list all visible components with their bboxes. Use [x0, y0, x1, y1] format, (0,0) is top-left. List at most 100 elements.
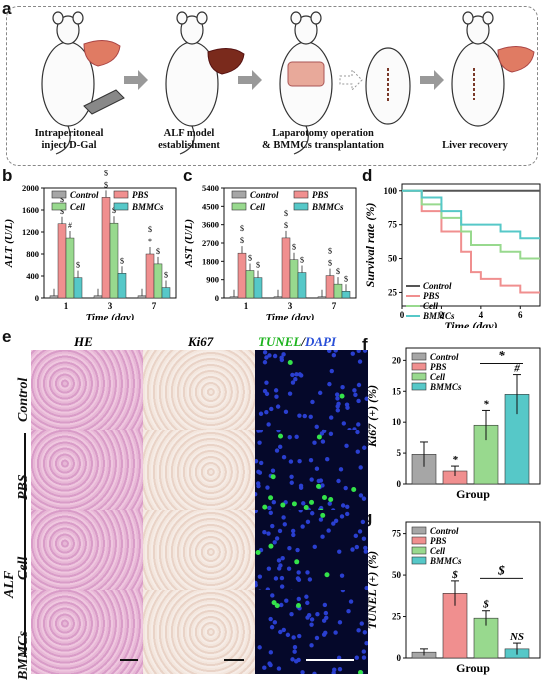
nucleus-dot [282, 522, 287, 527]
nucleus-dot [307, 577, 313, 582]
nucleus-dot [291, 532, 296, 538]
nucleus-dot [320, 534, 325, 539]
nucleus-dot [333, 350, 338, 353]
nucleus-dot [344, 443, 349, 449]
nucleus-dot [339, 514, 345, 519]
nucleus-dot [274, 448, 280, 453]
y-axis-label: Ki67 (+) (%) [365, 385, 379, 448]
x-tick-label: 7 [332, 301, 337, 311]
bar [297, 272, 307, 299]
legend-label: PBS [132, 190, 149, 200]
nucleus-dot [262, 665, 267, 670]
legend-swatch [411, 526, 427, 535]
nucleus-dot [340, 385, 345, 390]
tunel-dot [268, 543, 274, 549]
nucleus-dot [321, 632, 327, 637]
nucleus-dot [291, 635, 296, 640]
x-tick-label: 1 [244, 301, 249, 311]
tunel-dapi-image [255, 510, 368, 594]
nucleus-dot [265, 485, 270, 490]
nucleus-dot [335, 408, 341, 413]
sig-mark: $ [284, 209, 288, 218]
y-tick-label: 0 [397, 479, 402, 489]
bar [137, 295, 147, 299]
nucleus-dot [331, 353, 337, 358]
sig-mark: $ [112, 206, 116, 215]
nucleus-dot [360, 519, 366, 525]
nucleus-dot [295, 547, 300, 553]
nucleus-dot [264, 391, 270, 397]
tunel-dot [316, 434, 322, 440]
nucleus-dot [283, 409, 289, 415]
nucleus-dot [354, 655, 359, 660]
tunel-dot [268, 495, 274, 501]
nucleus-dot [358, 465, 363, 470]
nucleus-dot [279, 575, 285, 581]
tunel-dot [287, 360, 293, 366]
arrow-icon [420, 70, 444, 90]
nucleus-dot [255, 582, 258, 588]
nucleus-dot [296, 657, 301, 663]
sig-mark: $ [148, 225, 152, 234]
nucleus-dot [300, 670, 305, 674]
x-axis-label: Group [456, 661, 490, 675]
rat-5 [451, 11, 505, 127]
y-tick-label: 100 [384, 186, 398, 196]
nucleus-dot [361, 655, 367, 660]
nucleus-dot [324, 615, 329, 620]
nucleus-dot [287, 434, 292, 440]
sig-mark: $ [104, 170, 108, 177]
nucleus-dot [296, 570, 301, 575]
bracket-mark: * [498, 347, 505, 362]
legend-swatch [113, 190, 129, 199]
nucleus-dot [270, 468, 276, 473]
nucleus-dot [275, 404, 281, 409]
tunel-dot [339, 393, 345, 399]
nucleus-dot [332, 667, 337, 672]
nucleus-dot [290, 657, 295, 662]
tunel-dot [321, 494, 327, 500]
y-tick-label: 400 [26, 271, 39, 281]
legend-label: Cell [430, 372, 445, 382]
y-tick-label: 10 [392, 417, 402, 427]
legend-swatch [113, 202, 129, 211]
sig-mark: $ [240, 224, 244, 233]
legend-label: PBS [423, 291, 440, 301]
nucleus-dot [281, 455, 287, 460]
sig-mark: $ [240, 236, 244, 245]
tunel-dot [303, 505, 309, 511]
nucleus-dot [361, 496, 367, 501]
nucleus-dot [353, 533, 359, 539]
col-ki67: Ki67 [188, 334, 214, 349]
nucleus-dot [364, 585, 368, 591]
sig-mark: $ [328, 247, 332, 256]
nucleus-dot [289, 474, 294, 479]
liver-1-icon [83, 40, 121, 67]
nucleus-dot [288, 459, 294, 464]
panel-f-label: f [362, 335, 368, 354]
nucleus-dot [344, 402, 350, 407]
nucleus-dot [361, 649, 367, 654]
legend-label: Cell [430, 546, 445, 556]
legend-swatch [293, 190, 309, 199]
nucleus-dot [266, 531, 271, 536]
nucleus-dot [338, 467, 344, 472]
nucleus-dot [364, 640, 368, 646]
legend-swatch [411, 362, 427, 371]
nucleus-dot [337, 549, 342, 554]
nucleus-dot [316, 478, 321, 484]
y-axis-label: ALT (U/L) [3, 219, 15, 268]
bar [317, 296, 327, 299]
nucleus-dot [301, 501, 306, 506]
nucleus-dot [297, 372, 303, 377]
nucleus-dot [350, 547, 355, 552]
nucleus-dot [346, 609, 351, 614]
x-tick-label: 0 [400, 310, 405, 320]
nucleus-dot [314, 424, 319, 430]
nucleus-dot [273, 388, 279, 393]
col-he: HE [74, 334, 93, 349]
nucleus-dot [333, 518, 339, 523]
nucleus-dot [356, 628, 361, 633]
workflow-illustration [41, 11, 535, 155]
nucleus-dot [310, 511, 315, 516]
